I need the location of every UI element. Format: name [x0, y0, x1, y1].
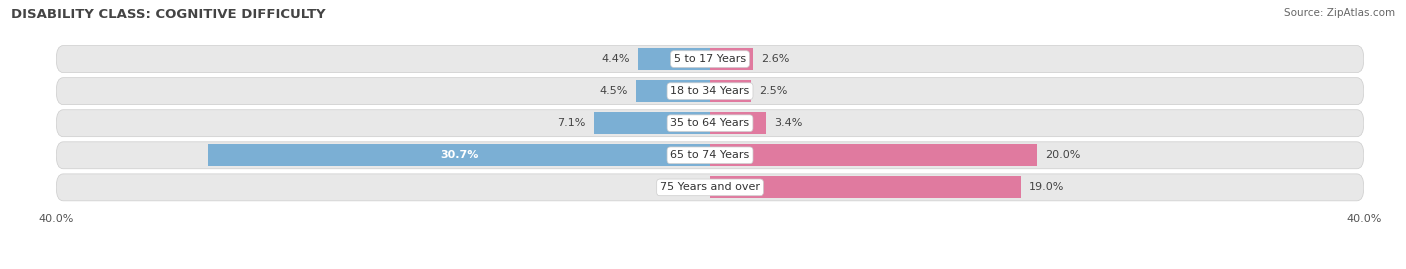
- Bar: [593, 112, 710, 134]
- Text: 4.5%: 4.5%: [600, 86, 628, 96]
- Bar: [710, 48, 752, 70]
- FancyBboxPatch shape: [56, 46, 1364, 73]
- Text: 65 to 74 Years: 65 to 74 Years: [671, 150, 749, 160]
- Bar: [638, 48, 710, 70]
- Bar: [710, 144, 1038, 166]
- FancyBboxPatch shape: [56, 142, 1364, 169]
- FancyBboxPatch shape: [56, 174, 1364, 201]
- Text: 2.6%: 2.6%: [761, 54, 789, 64]
- Text: 20.0%: 20.0%: [1045, 150, 1080, 160]
- Text: Source: ZipAtlas.com: Source: ZipAtlas.com: [1284, 8, 1395, 18]
- FancyBboxPatch shape: [56, 110, 1364, 137]
- Text: DISABILITY CLASS: COGNITIVE DIFFICULTY: DISABILITY CLASS: COGNITIVE DIFFICULTY: [11, 8, 326, 21]
- Text: 7.1%: 7.1%: [557, 118, 586, 128]
- FancyBboxPatch shape: [56, 78, 1364, 105]
- Text: 3.4%: 3.4%: [773, 118, 803, 128]
- Bar: [710, 80, 751, 102]
- Text: 5 to 17 Years: 5 to 17 Years: [673, 54, 747, 64]
- Text: 75 Years and over: 75 Years and over: [659, 182, 761, 192]
- Text: 19.0%: 19.0%: [1029, 182, 1064, 192]
- Text: 30.7%: 30.7%: [440, 150, 478, 160]
- Text: 35 to 64 Years: 35 to 64 Years: [671, 118, 749, 128]
- Bar: [710, 176, 1021, 198]
- Text: 2.5%: 2.5%: [759, 86, 787, 96]
- Bar: [208, 144, 710, 166]
- Bar: [710, 112, 766, 134]
- Text: 18 to 34 Years: 18 to 34 Years: [671, 86, 749, 96]
- Text: 4.4%: 4.4%: [602, 54, 630, 64]
- Text: 0.0%: 0.0%: [673, 182, 702, 192]
- Bar: [637, 80, 710, 102]
